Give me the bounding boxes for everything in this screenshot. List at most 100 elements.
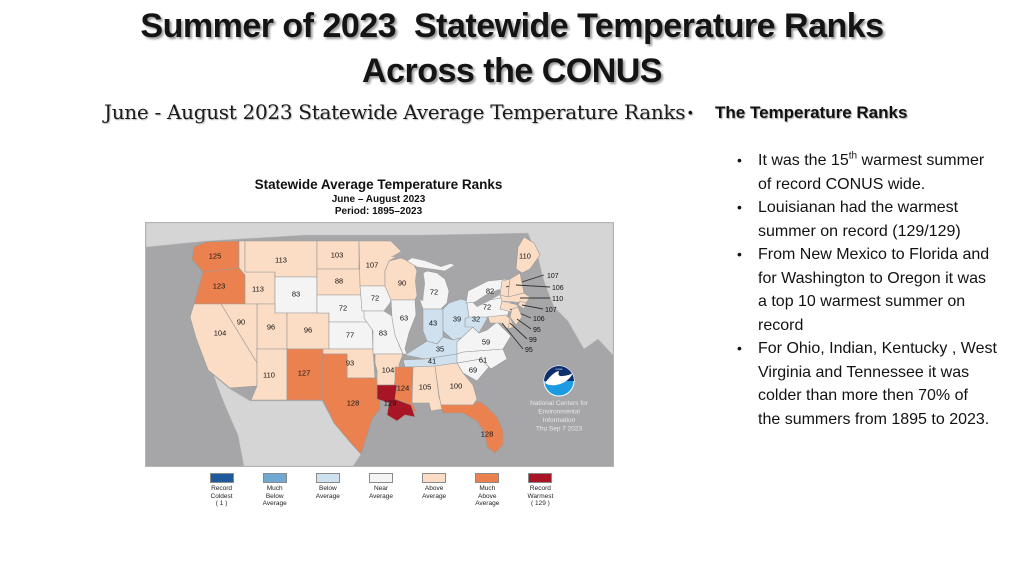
gulf-of-california xyxy=(200,355,236,445)
legend-item: Much Below Average xyxy=(248,473,301,508)
noaa-logo: noaa National Centers for EnvironmentalInf… xyxy=(530,365,589,433)
state-rank-label-OH: 39 xyxy=(453,315,461,324)
noaa-credit-line: National Centers for xyxy=(530,400,589,407)
state-rank-label-FL: 128 xyxy=(481,430,494,439)
state-rank-label-MS: 124 xyxy=(397,384,410,393)
state-rank-label-NV: 90 xyxy=(237,318,245,327)
state-rank-label-SC: 69 xyxy=(469,366,477,375)
callout-rank-label-CT: 106 xyxy=(533,316,545,323)
callout-rank-label-NH: 106 xyxy=(552,285,564,292)
state-rank-label-AL: 105 xyxy=(419,383,432,392)
notes-heading: • The Temperature Ranks xyxy=(688,103,1018,123)
legend-swatch xyxy=(315,473,340,483)
slide-title-line2: Across the CONUS xyxy=(362,52,662,90)
state-rank-label-VA: 59 xyxy=(482,338,490,347)
legend-label: Much Above Average xyxy=(475,485,500,507)
us-choropleth-map: 125 123 113 113 83 96 90 104 110 96 127 103 88 72 77 93… xyxy=(145,222,614,467)
state-rank-label-TN: 41 xyxy=(428,357,436,366)
legend-item: Record Warmest( 129 ) xyxy=(514,473,567,508)
noaa-credit-line: Information xyxy=(543,417,576,424)
callout-line-RI xyxy=(521,304,544,310)
legend-swatch xyxy=(422,473,447,483)
state-rank-label-NE: 72 xyxy=(339,304,347,313)
state-rank-label-IL: 63 xyxy=(400,314,408,323)
state-rank-label-PA: 72 xyxy=(483,303,491,312)
state-rank-label-WV: 32 xyxy=(472,315,480,324)
state-IL xyxy=(390,299,417,355)
state-rank-label-WA: 125 xyxy=(209,252,222,261)
notes-panel: • The Temperature Ranks It was the 15th … xyxy=(688,103,1018,431)
callout-rank-label-RI: 107 xyxy=(545,307,557,314)
notes-heading-text: The Temperature Ranks xyxy=(715,103,908,122)
callout-rank-label-MD: 95 xyxy=(525,347,533,354)
state-rank-label-AZ: 110 xyxy=(263,371,275,380)
legend-label: Below Average xyxy=(315,485,340,500)
state-rank-label-UT: 96 xyxy=(267,323,275,332)
state-rank-label-OR: 123 xyxy=(213,282,226,291)
state-rank-label-KS: 77 xyxy=(346,331,354,340)
legend-swatch xyxy=(528,473,553,483)
map-legend: Record Coldest( 1 ) Much Below Average Below A… xyxy=(195,473,567,508)
callout-rank-label-VT: 107 xyxy=(547,273,559,280)
noaa-acronym-text: noaa xyxy=(556,367,563,371)
callout-rank-label-MA: 110 xyxy=(552,296,563,303)
legend-item: Much Above Average xyxy=(461,473,514,508)
map-subtitle-range: Period: 1895–2023 xyxy=(334,206,423,217)
state-AZ xyxy=(250,348,288,401)
map-subtitle-period: June – August 2023 xyxy=(331,194,426,205)
legend-label: Above Average xyxy=(422,485,447,500)
state-rank-label-ID: 113 xyxy=(252,285,264,294)
callout-line-NJ xyxy=(516,318,532,330)
state-rank-label-ND: 103 xyxy=(331,251,344,260)
state-FL xyxy=(440,400,504,454)
state-rank-label-MN: 107 xyxy=(366,261,379,270)
legend-swatch xyxy=(368,473,393,483)
state-rank-label-MO: 83 xyxy=(379,329,387,338)
great-lake-2 xyxy=(447,263,473,283)
noaa-credit-line: Thu Sep 7 2023 xyxy=(536,426,583,433)
slide-subtitle: June - August 2023 Statewide Average Tem… xyxy=(104,100,686,124)
legend-label: Much Below Average xyxy=(262,485,287,507)
state-rank-label-OK: 93 xyxy=(346,359,354,368)
state-ME xyxy=(515,236,541,274)
legend-swatch xyxy=(475,473,500,483)
state-rank-label-IA: 72 xyxy=(371,294,379,303)
state-rank-label-LA: 129 xyxy=(384,399,397,408)
state-rank-label-CA: 104 xyxy=(214,329,227,338)
great-lake-0 xyxy=(391,249,453,267)
state-rank-label-CO: 96 xyxy=(304,326,312,335)
state-rank-label-TX: 128 xyxy=(347,399,360,408)
state-rank-label-NC: 61 xyxy=(479,356,487,365)
callout-rank-label-NJ: 95 xyxy=(533,327,541,334)
notes-item: For Ohio, Indian, Kentucky , WestVirgini… xyxy=(737,337,1007,431)
state-rank-label-ME: 110 xyxy=(519,252,531,261)
state-rank-label-NM: 127 xyxy=(298,369,311,378)
callout-line-NH xyxy=(515,284,551,288)
state-rank-label-KY: 35 xyxy=(436,345,444,354)
bullet-icon: • xyxy=(688,105,693,120)
callout-line-DE xyxy=(509,322,528,340)
callout-rank-label-DE: 99 xyxy=(529,337,537,344)
legend-swatch xyxy=(262,473,287,483)
state-rank-label-MI: 72 xyxy=(430,288,438,297)
noaa-credit-line: Environmental xyxy=(538,409,580,416)
state-CA xyxy=(189,303,258,389)
callout-line-MD xyxy=(501,322,524,350)
slide-title: Summer of 2023 Statewide Temperature Ran… xyxy=(0,4,1024,94)
state-rank-label-WI: 90 xyxy=(398,279,406,288)
state-rank-label-IN: 43 xyxy=(429,319,437,328)
great-lake-1 xyxy=(415,267,425,301)
legend-label: Near Average xyxy=(368,485,394,500)
state-rank-label-SD: 88 xyxy=(335,277,343,286)
legend-label: Record Warmest( 129 ) xyxy=(527,485,554,507)
legend-swatch xyxy=(209,473,234,483)
map-figure: Statewide Average Temperature Ranks June… xyxy=(145,0,614,576)
legend-item: Record Coldest( 1 ) xyxy=(195,473,248,508)
legend-label: Record Coldest( 1 ) xyxy=(210,485,233,507)
legend-item: Below Average xyxy=(301,473,354,508)
state-TX xyxy=(322,353,381,455)
